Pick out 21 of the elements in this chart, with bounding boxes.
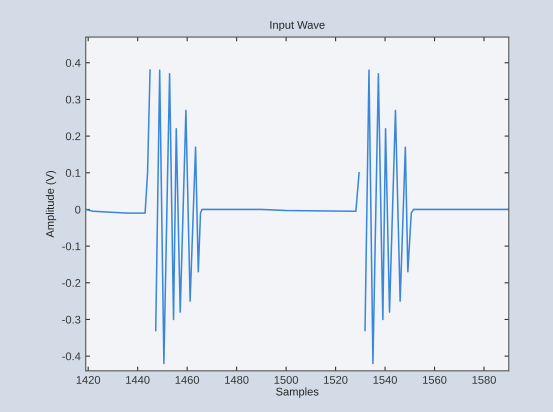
y-tick-label: -0.4	[62, 352, 81, 360]
x-tick-label: 1520	[324, 376, 348, 384]
x-tick-label: 1580	[472, 376, 496, 384]
y-tick-label: -0.2	[62, 279, 80, 287]
y-tick-label: -0.1	[62, 242, 80, 250]
x-tick-label: 1460	[176, 376, 200, 384]
x-tick-label: 1560	[423, 376, 446, 384]
y-tick-label: 0.2	[66, 132, 80, 140]
y-tick-label: -0.3	[62, 316, 80, 324]
y-tick-label: 0.4	[66, 59, 81, 67]
x-tick-label: 1440	[126, 376, 150, 384]
x-tick-label: 1420	[76, 376, 100, 384]
y-axis-title: Amplitude (V)	[46, 170, 56, 238]
y-tick-label: 0	[75, 206, 80, 214]
x-axis-title: Samples	[276, 387, 318, 398]
x-tick-label: 1480	[225, 376, 249, 384]
chart-title: Input Wave	[270, 21, 325, 32]
y-tick-label: 0.3	[66, 96, 80, 104]
x-tick-label: 1500	[274, 376, 298, 384]
x-tick-label: 1540	[374, 376, 397, 384]
y-tick-label: 0.1	[66, 169, 80, 177]
